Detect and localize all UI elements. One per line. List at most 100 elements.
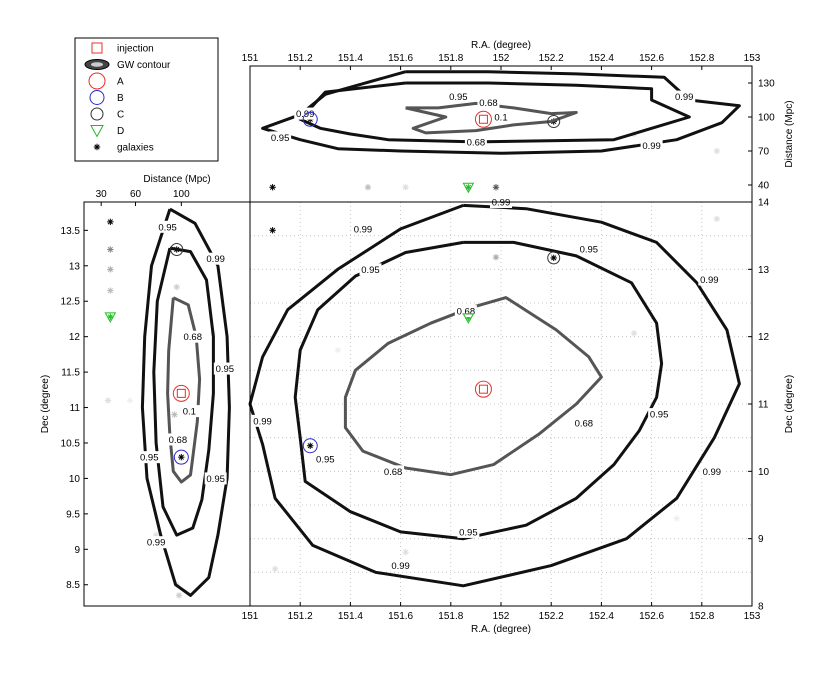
contour-label-bg bbox=[464, 135, 487, 148]
galaxy-marker bbox=[402, 548, 409, 556]
contour-label-bg bbox=[572, 416, 595, 429]
x-tick-label: 151.2 bbox=[288, 611, 313, 622]
galaxy-ray bbox=[631, 330, 637, 336]
contour-label: 0.95 bbox=[206, 474, 225, 485]
contour-label-bg bbox=[477, 96, 500, 109]
marker-a bbox=[172, 384, 190, 402]
galaxy-marker bbox=[492, 254, 500, 261]
contour-label-bg bbox=[294, 107, 317, 120]
y-tick-label-right: 12 bbox=[758, 332, 770, 343]
x-tick-label: 151 bbox=[242, 611, 259, 622]
legend-label: A bbox=[117, 77, 124, 88]
galaxy-marker bbox=[713, 147, 721, 155]
contour-0-95 bbox=[261, 70, 741, 155]
contour-label-bg bbox=[269, 131, 292, 144]
contour-0-68 bbox=[152, 246, 215, 537]
marker-b bbox=[173, 449, 189, 465]
galaxy-marker bbox=[713, 215, 721, 223]
y-tick-label-right: 100 bbox=[758, 113, 775, 124]
galaxy-marker bbox=[178, 453, 185, 461]
contour-label: 0.99 bbox=[147, 538, 166, 549]
legend-entry: A bbox=[88, 72, 124, 90]
contour-label: 0.68 bbox=[575, 418, 594, 429]
contour-label: 0.99 bbox=[391, 561, 410, 572]
galaxy-ray bbox=[674, 515, 680, 522]
galaxy-marker bbox=[364, 184, 372, 191]
y-tick-label-left: 8.5 bbox=[66, 580, 80, 591]
x-tick-label-top: 152.2 bbox=[539, 53, 564, 64]
galaxy-marker bbox=[175, 592, 183, 599]
contour-label-bg bbox=[138, 451, 161, 464]
contour-label-bg bbox=[204, 472, 227, 485]
x-tick-label-top: 152.6 bbox=[639, 53, 664, 64]
contour-label-bg bbox=[389, 559, 412, 572]
legend-entry: B bbox=[89, 90, 124, 105]
contour-label-bg bbox=[382, 465, 405, 478]
marker-c bbox=[547, 115, 561, 129]
contour-label: 0.1 bbox=[183, 407, 196, 418]
left-y-axis-label: Dec (degree) bbox=[40, 375, 51, 433]
contour-label: 0.95 bbox=[650, 410, 669, 421]
galaxy-ray bbox=[493, 254, 499, 260]
x-tick-label: 152.2 bbox=[539, 611, 564, 622]
contour-label-bg bbox=[700, 465, 723, 478]
galaxy-marker bbox=[269, 227, 276, 234]
galaxy-ray bbox=[94, 144, 100, 150]
galaxy-ray bbox=[105, 397, 111, 404]
galaxy-ray bbox=[714, 148, 720, 154]
marker-a bbox=[474, 110, 492, 128]
x-tick-label-top: 153 bbox=[744, 53, 761, 64]
galaxy-ray bbox=[107, 219, 113, 225]
galaxy-marker bbox=[126, 397, 133, 404]
contour-label-bg bbox=[457, 525, 480, 538]
galaxy-ray bbox=[107, 287, 113, 294]
contour-label: 0.99 bbox=[492, 198, 511, 209]
legend-label: C bbox=[117, 110, 124, 121]
y-tick-label-right: 13 bbox=[758, 265, 770, 276]
legend-symbol-triangle bbox=[90, 125, 104, 138]
y-tick-label-left: 10.5 bbox=[61, 438, 81, 449]
legend-symbol-injection bbox=[91, 42, 103, 54]
contour-label-bg bbox=[698, 273, 721, 286]
contour-label-bg bbox=[145, 536, 168, 549]
top-x-axis-label: R.A. (degree) bbox=[471, 40, 531, 51]
x-tick-label-top: 151.6 bbox=[388, 53, 413, 64]
galaxy-ray bbox=[127, 397, 133, 404]
galaxy-marker bbox=[171, 411, 178, 418]
plot-area bbox=[250, 66, 752, 202]
x-tick-label: 152.8 bbox=[689, 611, 714, 622]
galaxy-ray bbox=[365, 184, 371, 190]
galaxy-ray bbox=[551, 255, 557, 261]
y-tick-label-right: 9 bbox=[758, 534, 764, 545]
contour-label: 0.99 bbox=[206, 254, 225, 265]
left-panel-distance-dec: 0.95 0.99 0.68 0.95 0.1 0.68 0.95 0.95 0.99 30 60 1… bbox=[40, 174, 251, 607]
contour-label: 0.99 bbox=[253, 416, 272, 427]
contour-label: 0.68 bbox=[384, 467, 403, 478]
marker-c bbox=[170, 242, 184, 256]
y-tick-label-right: 8 bbox=[758, 602, 764, 613]
y-tick-label-left: 10 bbox=[69, 474, 81, 485]
contour-label-bg bbox=[213, 362, 236, 375]
legend-symbol-gw-contour-inner bbox=[91, 62, 103, 67]
main-panel-ra-dec: 0.68 0.68 0.68 0.95 0.95 0.95 0.95 0.95 0.99 0.99… bbox=[242, 196, 795, 635]
marker-b bbox=[302, 438, 318, 454]
legend-label: galaxies bbox=[117, 143, 154, 154]
contour-label: 0.99 bbox=[703, 467, 722, 478]
legend-entry: GW contour bbox=[84, 59, 171, 71]
galaxy-marker bbox=[271, 565, 279, 573]
legend-symbol-galaxy bbox=[93, 143, 101, 151]
contour-0-95 bbox=[293, 240, 664, 541]
x-tick-label: 152 bbox=[493, 611, 510, 622]
galaxy-ray bbox=[178, 454, 184, 460]
y-tick-label-left: 9.5 bbox=[66, 509, 80, 520]
x-tick-label-top: 151.2 bbox=[288, 53, 313, 64]
galaxy-ray bbox=[269, 227, 276, 233]
legend-entry: galaxies bbox=[93, 143, 154, 154]
injection-marker bbox=[176, 388, 186, 398]
galaxy-marker bbox=[173, 283, 180, 291]
galaxy-marker bbox=[107, 287, 114, 294]
galaxy-marker bbox=[104, 397, 112, 404]
y-tick-label-right: 70 bbox=[758, 147, 770, 158]
